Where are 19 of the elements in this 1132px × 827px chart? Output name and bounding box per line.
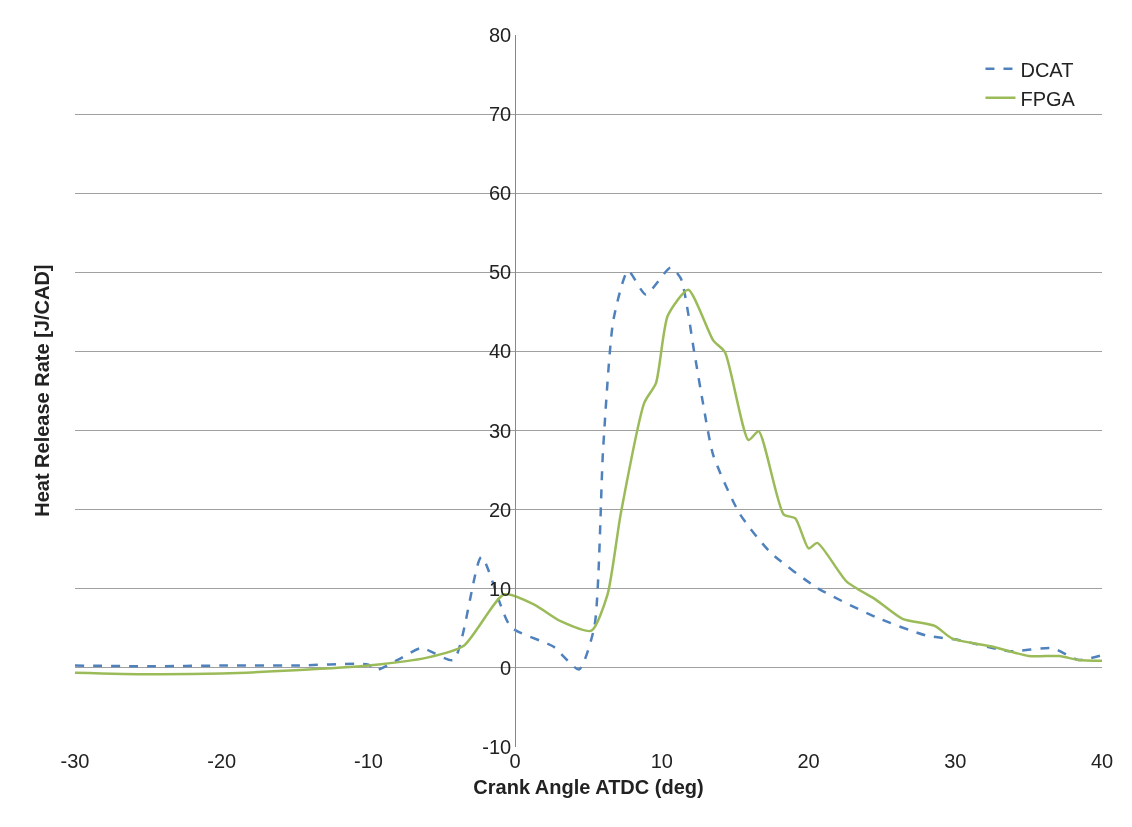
y-tick-label: 70 <box>488 103 512 126</box>
y-tick-label: 40 <box>488 340 512 363</box>
legend-label: FPGA <box>1020 87 1076 110</box>
y-tick-label: 30 <box>488 419 512 442</box>
x-tick-label: 30 <box>944 750 967 772</box>
y-tick-label: 0 <box>500 656 512 679</box>
x-tick-label: -20 <box>207 750 237 772</box>
y-tick-label: 60 <box>488 182 512 205</box>
x-tick-label: -30 <box>60 750 90 772</box>
x-axis-title: Crank Angle ATDC (deg) <box>473 775 704 798</box>
y-tick-label: 80 <box>488 24 512 46</box>
legend-label: DCAT <box>1020 58 1074 81</box>
x-tick-label: 20 <box>797 750 820 772</box>
y-axis-title: Heat Release Rate [J/CAD] <box>30 264 53 517</box>
y-tick-label: 50 <box>488 261 512 284</box>
x-tick-label: 10 <box>650 750 673 772</box>
y-tick-label: 20 <box>488 498 512 521</box>
x-tick-label: 40 <box>1090 750 1114 772</box>
x-tick-label: -10 <box>353 750 383 772</box>
